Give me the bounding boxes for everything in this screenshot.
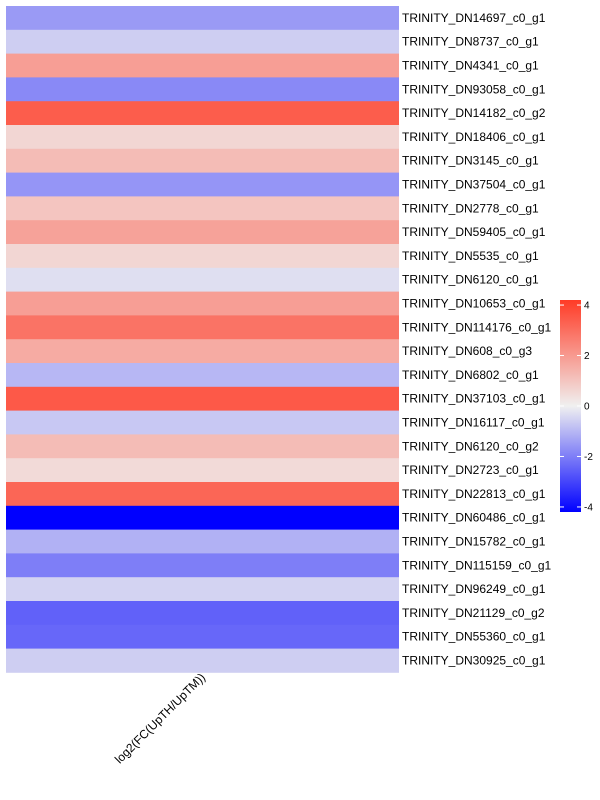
heatmap-cell — [6, 244, 399, 269]
column-label: log2(FC(UpTH/UpTM)) — [112, 670, 208, 766]
heatmap-cell — [6, 267, 399, 292]
heatmap-cell — [6, 648, 399, 673]
color-legend-bar — [560, 300, 581, 512]
row-label: TRINITY_DN608_c0_g3 — [402, 344, 532, 358]
row-label: TRINITY_DN6802_c0_g1 — [402, 368, 539, 382]
heatmap-cell — [6, 196, 399, 221]
heatmap-cell — [6, 482, 399, 507]
row-label: TRINITY_DN30925_c0_g1 — [402, 654, 546, 668]
row-label: TRINITY_DN14182_c0_g2 — [402, 106, 546, 120]
heatmap-cell — [6, 410, 399, 435]
heatmap-cell — [6, 601, 399, 626]
row-label: TRINITY_DN6120_c0_g2 — [402, 439, 539, 453]
row-label: TRINITY_DN115159_c0_g1 — [402, 558, 552, 572]
row-label: TRINITY_DN15782_c0_g1 — [402, 535, 546, 549]
row-labels: TRINITY_DN14697_c0_g1 TRINITY_DN8737_c0_g… — [402, 11, 552, 668]
heatmap-cell — [6, 458, 399, 483]
legend-tick-label: -4 — [584, 502, 593, 513]
column-labels: log2(FC(UpTH/UpTM)) — [112, 670, 208, 766]
heatmap-cell — [6, 77, 399, 102]
heatmap-cell — [6, 172, 399, 197]
row-label: TRINITY_DN21129_c0_g2 — [402, 606, 545, 620]
legend-tick-label: 4 — [584, 301, 590, 312]
row-label: TRINITY_DN8737_c0_g1 — [402, 35, 539, 49]
heatmap-cell — [6, 53, 399, 78]
row-label: TRINITY_DN18406_c0_g1 — [402, 130, 546, 144]
color-legend-ticks: -4 -2 0 2 4 — [560, 301, 593, 513]
heatmap-cell — [6, 386, 399, 411]
heatmap-cell — [6, 291, 399, 316]
row-label: TRINITY_DN3145_c0_g1 — [402, 154, 539, 168]
heatmap-cell — [6, 6, 399, 31]
heatmap-cell — [6, 624, 399, 649]
row-label: TRINITY_DN37103_c0_g1 — [402, 392, 546, 406]
heatmap-cell — [6, 553, 399, 578]
row-label: TRINITY_DN10653_c0_g1 — [402, 297, 546, 311]
heatmap-cell — [6, 315, 399, 340]
row-label: TRINITY_DN14697_c0_g1 — [402, 11, 546, 25]
legend-tick-label: -2 — [584, 452, 593, 463]
heatmap-cell — [6, 529, 399, 554]
color-legend: -4 -2 0 2 4 — [560, 300, 593, 513]
heatmap-cell — [6, 148, 399, 173]
row-label: TRINITY_DN16117_c0_g1 — [402, 416, 545, 430]
heatmap-cell — [6, 220, 399, 245]
legend-tick-label: 0 — [584, 402, 590, 413]
heatmap-cell — [6, 434, 399, 459]
heatmap-cell — [6, 29, 399, 54]
row-label: TRINITY_DN4341_c0_g1 — [402, 59, 539, 73]
row-label: TRINITY_DN2778_c0_g1 — [402, 201, 539, 215]
row-label: TRINITY_DN59405_c0_g1 — [402, 225, 546, 239]
row-label: TRINITY_DN55360_c0_g1 — [402, 630, 546, 644]
row-label: TRINITY_DN2723_c0_g1 — [402, 463, 539, 477]
row-label: TRINITY_DN93058_c0_g1 — [402, 82, 546, 96]
heatmap-cells — [6, 6, 399, 673]
heatmap-cell — [6, 101, 399, 126]
row-label: TRINITY_DN96249_c0_g1 — [402, 582, 546, 596]
row-label: TRINITY_DN37504_c0_g1 — [402, 178, 546, 192]
heatmap-cell — [6, 505, 399, 530]
heatmap-cell — [6, 363, 399, 388]
row-label: TRINITY_DN5535_c0_g1 — [402, 249, 539, 263]
heatmap-cell — [6, 577, 399, 602]
row-label: TRINITY_DN60486_c0_g1 — [402, 511, 546, 525]
legend-tick-label: 2 — [584, 351, 590, 362]
heatmap-cell — [6, 125, 399, 150]
row-label: TRINITY_DN22813_c0_g1 — [402, 487, 546, 501]
heatmap-cell — [6, 339, 399, 364]
row-label: TRINITY_DN6120_c0_g1 — [402, 273, 539, 287]
row-label: TRINITY_DN114176_c0_g1 — [402, 320, 552, 334]
